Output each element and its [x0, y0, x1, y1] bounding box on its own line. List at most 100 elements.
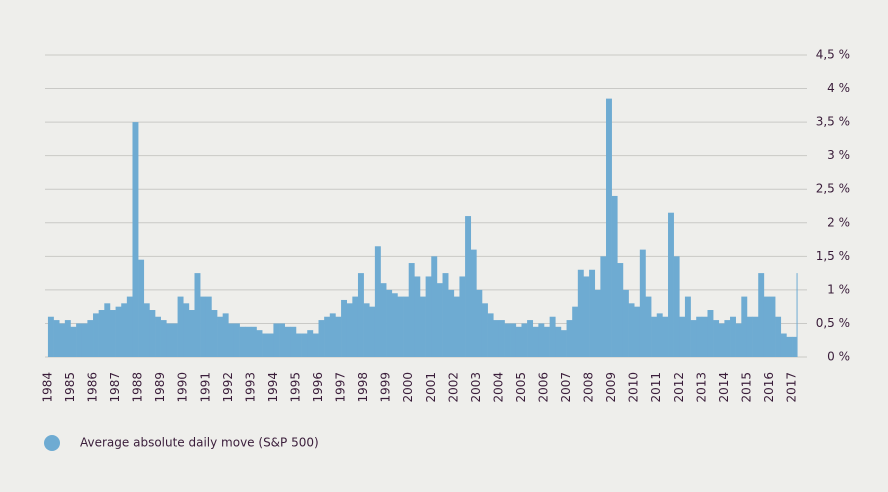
bar [397, 296, 404, 357]
legend-label: Average absolute daily move (S&P 500) [80, 436, 319, 450]
bar [560, 330, 567, 357]
bar [312, 333, 319, 357]
bar [329, 313, 336, 357]
bar [414, 276, 421, 357]
bar [228, 323, 235, 357]
bar [538, 323, 545, 357]
x-tick-label: 2008 [582, 372, 596, 403]
bar [194, 273, 201, 357]
bar [622, 289, 629, 357]
bar [318, 320, 325, 357]
y-tick-label: 3,5 % [816, 115, 850, 129]
bar [679, 316, 686, 357]
x-tick-label: 2017 [785, 372, 799, 403]
x-tick-label: 1984 [40, 372, 54, 403]
bar [701, 316, 708, 357]
bar [335, 316, 342, 357]
y-tick-label: 1 % [827, 282, 850, 296]
x-tick-label: 1988 [131, 372, 145, 403]
bar [673, 256, 680, 357]
bar [752, 316, 759, 357]
x-tick-label: 2012 [672, 372, 686, 403]
bar [233, 323, 240, 357]
bar [572, 306, 579, 357]
bar [267, 333, 274, 357]
bar [532, 326, 539, 357]
bar [442, 273, 449, 357]
bar [549, 316, 556, 357]
bar [769, 296, 776, 357]
x-tick-label: 2004 [491, 372, 505, 403]
x-tick-label: 2015 [739, 372, 753, 403]
x-tick-label: 2016 [762, 372, 776, 403]
bar [527, 320, 534, 357]
bar [521, 323, 528, 357]
bar [656, 313, 663, 357]
bar [792, 336, 797, 357]
x-tick-label: 1986 [86, 372, 100, 403]
bar [47, 316, 54, 357]
bar [391, 293, 398, 357]
x-tick-label: 2000 [401, 372, 415, 403]
bar [262, 333, 269, 357]
bar [363, 303, 370, 357]
bar [171, 323, 178, 357]
bar [758, 273, 765, 357]
bar [775, 316, 782, 357]
bar [155, 316, 161, 357]
bar [200, 296, 207, 357]
bar [81, 323, 88, 357]
x-tick-label: 2011 [649, 372, 663, 403]
bar [763, 296, 770, 357]
bar [256, 330, 263, 357]
bar [465, 216, 472, 357]
bar [566, 320, 573, 357]
bar [104, 303, 111, 357]
x-tick-label: 1996 [311, 372, 325, 403]
bar [577, 269, 584, 357]
bar [166, 323, 173, 357]
y-tick-label: 0,5 % [816, 316, 850, 330]
bar [436, 283, 443, 357]
bar [284, 326, 291, 357]
bar [121, 303, 128, 357]
x-tick-label: 2005 [514, 372, 528, 403]
bar [70, 326, 77, 357]
bar [239, 326, 246, 357]
x-tick-label: 1992 [221, 372, 235, 403]
bar [143, 303, 150, 357]
bar [98, 310, 105, 357]
bar [205, 296, 212, 357]
bar [713, 320, 720, 357]
x-tick-label: 1999 [379, 372, 393, 403]
bar [645, 296, 652, 357]
bar [741, 296, 748, 357]
bar [250, 326, 257, 357]
bar [515, 326, 522, 357]
bar [594, 289, 601, 357]
bar [109, 310, 116, 357]
bar [138, 259, 145, 357]
bar [76, 323, 83, 357]
bar [780, 333, 787, 357]
bar [707, 310, 714, 357]
x-tick-label: 2013 [694, 372, 708, 403]
bar [448, 289, 455, 357]
bar [87, 320, 94, 357]
bar [498, 320, 505, 357]
bar [160, 320, 167, 357]
bar [183, 303, 190, 357]
bar [555, 326, 562, 357]
bar [374, 246, 381, 357]
bar [211, 310, 218, 357]
bar [177, 296, 184, 357]
x-tick-label: 1989 [153, 372, 167, 403]
x-tick-label: 1985 [63, 372, 77, 403]
bar [718, 323, 725, 357]
bar [369, 306, 376, 357]
bar [380, 283, 387, 357]
x-tick-label: 2002 [446, 372, 460, 403]
x-tick-label: 2001 [424, 372, 438, 403]
y-tick-label: 2 % [827, 215, 850, 229]
